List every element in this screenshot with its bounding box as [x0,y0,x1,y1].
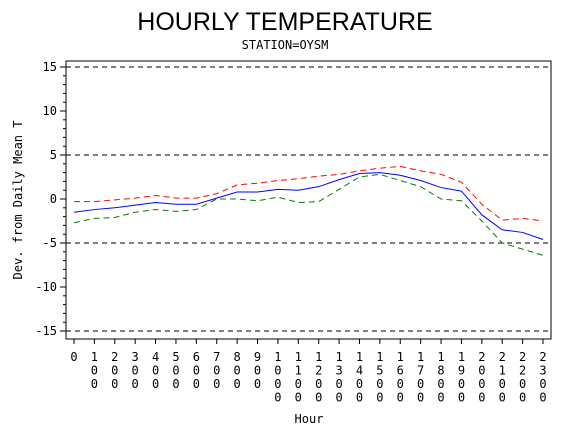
y-tick-label: 15 [43,60,57,74]
y-tick-label: 5 [50,148,57,162]
y-tick-label: -5 [43,236,57,250]
series-layer [73,165,544,256]
x-axis: 0 1 0 0 2 0 0 3 0 0 4 0 0 5 0 0 6 0 0 7 0 0 8 0 0 9 0 0 1 0 0 0 1 1 0 0 1 2 0 0… [70,339,547,405]
series-line-2 [73,172,544,240]
chart-title: HOURLY TEMPERATURE [137,8,432,36]
y-tick-label: 0 [50,192,57,206]
y-tick-label: 10 [43,104,57,118]
y-axis-label: Dev. from Daily Mean T [11,121,25,280]
reference-lines [66,66,551,332]
series-line-1 [74,165,544,222]
x-axis-label: Hour [295,412,324,426]
y-axis: -15 -10 -5 0 5 10 15 [35,60,66,338]
x-tick-label: 0 [70,350,77,364]
y-tick-label: -15 [35,324,57,338]
chart-subtitle: STATION=OYSM [242,38,329,52]
plot-area-frame [65,60,552,340]
y-tick-label: -10 [35,280,57,294]
